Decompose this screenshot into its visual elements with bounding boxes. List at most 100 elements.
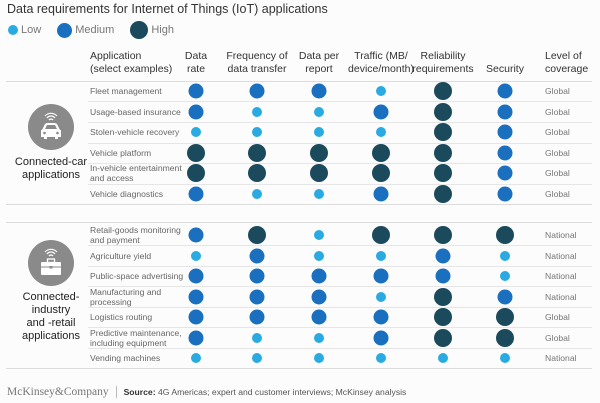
row-divider <box>88 348 592 349</box>
application-name: Logistics routing <box>90 312 152 322</box>
coverage-value: National <box>545 353 577 363</box>
rating-dot-low <box>252 127 262 138</box>
rating-dot-low <box>191 127 201 138</box>
rating-dot-high <box>187 164 205 183</box>
rating-dot-high <box>434 308 452 326</box>
application-name-line: Agriculture yield <box>90 250 152 261</box>
coverage-value: Global <box>545 147 570 158</box>
row-divider <box>88 184 592 185</box>
rating-dot-low <box>376 86 386 96</box>
application-name-line: and payment <box>90 235 140 245</box>
rating-dot-high <box>372 226 390 244</box>
application-name-line: processing <box>90 296 132 307</box>
category-label-line: industry <box>31 304 71 316</box>
rating-dot-high <box>434 82 452 100</box>
rating-dot-low <box>376 127 386 138</box>
rating-dot-low <box>314 250 324 261</box>
category-label-line: Connected-car <box>14 156 88 168</box>
header-line: Data per <box>298 50 340 62</box>
application-name-line: Public-space advertising <box>90 271 184 281</box>
legend: Low Medium High <box>8 21 190 39</box>
coverage-value: Global <box>545 127 570 138</box>
header-application: Application (select examples) <box>90 50 172 75</box>
application-name-line: Vehicle diagnostics <box>90 189 164 199</box>
rating-dot-medium <box>497 145 513 161</box>
rating-dot-high <box>434 164 452 183</box>
rating-dot-medium <box>249 83 265 99</box>
section-divider <box>6 222 592 223</box>
chart-title: Data requirements for Internet of Things… <box>7 2 328 16</box>
rating-dot-low <box>314 189 324 199</box>
rating-dot-medium <box>373 268 389 284</box>
rating-dot-medium <box>188 227 204 243</box>
row-divider <box>88 101 592 102</box>
rating-dot-medium <box>497 289 513 304</box>
coverage-value: Global <box>545 332 570 343</box>
rating-dot-medium <box>373 330 389 345</box>
header-traffic: Traffic (MB/device/month) <box>348 50 414 75</box>
brand-logo: McKinsey&Company <box>7 386 109 398</box>
source-note: Source: 4G Americas; expert and customer… <box>124 387 407 397</box>
header-line: Traffic (MB/ <box>354 50 408 62</box>
rating-dot-medium <box>188 104 204 120</box>
legend-dot-medium <box>57 22 73 38</box>
header-frequency: Frequency of data transfer <box>226 50 287 75</box>
rating-dot-high <box>248 143 266 162</box>
rating-dot-low <box>314 230 324 240</box>
header-coverage: Level of coverage <box>545 50 588 75</box>
application-name: Agriculture yield <box>90 251 151 261</box>
header-line: device/month) <box>348 62 414 75</box>
application-name-line: Manufacturing and <box>90 286 162 297</box>
coverage-value: Global <box>545 168 570 179</box>
rating-dot-medium <box>188 330 204 345</box>
application-name: Predictive maintenance, including equipme… <box>90 328 182 348</box>
application-name: Stolen-vehicle recovery <box>90 127 179 137</box>
rating-dot-low <box>314 353 324 363</box>
row-divider <box>88 307 592 308</box>
header-reliability: Reliability requirements <box>412 50 473 75</box>
application-name: Usage-based insurance <box>90 107 181 117</box>
legend-label-low: Low <box>21 24 42 36</box>
footer: McKinsey&Company Source: 4G Americas; ex… <box>7 386 406 398</box>
section-divider <box>6 368 592 369</box>
application-name-line: Predictive maintenance, <box>90 327 182 338</box>
rating-dot-medium <box>435 268 451 284</box>
rating-dot-medium <box>497 165 513 181</box>
header-line: report <box>305 62 333 75</box>
rating-dot-high <box>434 123 452 142</box>
application-name-line: Logistics routing <box>90 312 153 322</box>
row-divider <box>88 163 592 164</box>
row-divider <box>88 122 592 123</box>
coverage-value: National <box>545 291 577 302</box>
rating-dot-medium <box>373 309 389 325</box>
rating-dot-high <box>496 226 514 244</box>
rating-dot-medium <box>497 186 513 202</box>
header-security: Security <box>486 50 524 75</box>
rating-dot-high <box>248 164 266 183</box>
row-divider <box>88 327 592 328</box>
legend-item-low: Low <box>8 24 41 36</box>
coverage-value: Global <box>545 106 570 117</box>
rating-dot-high <box>434 287 452 306</box>
rating-dot-high <box>372 143 390 162</box>
rating-dot-high <box>434 185 452 203</box>
category-label-line: Connected- <box>22 291 80 303</box>
rating-dot-low <box>500 353 510 363</box>
rating-dot-medium <box>373 186 389 202</box>
rating-dot-high <box>434 102 452 121</box>
rating-dot-medium <box>188 289 204 304</box>
rating-dot-low <box>252 353 262 363</box>
coverage-value: National <box>545 250 577 261</box>
rating-dot-low <box>191 353 201 363</box>
legend-label-medium: Medium <box>75 24 115 36</box>
rating-dot-low <box>500 271 510 281</box>
row-divider <box>88 286 592 287</box>
rating-dot-low <box>376 250 386 261</box>
header-line <box>486 50 524 63</box>
rating-dot-medium <box>373 104 389 120</box>
row-divider <box>88 266 592 267</box>
legend-item-medium: Medium <box>57 22 115 38</box>
rating-dot-low <box>191 250 201 261</box>
rating-dot-high <box>434 328 452 347</box>
header-line: requirements <box>412 62 474 75</box>
